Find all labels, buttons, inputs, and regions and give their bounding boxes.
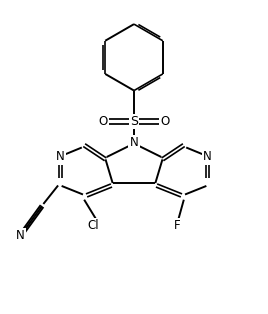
Text: O: O: [160, 115, 169, 128]
Text: N: N: [203, 150, 212, 164]
Text: N: N: [16, 229, 24, 242]
Text: O: O: [99, 115, 108, 128]
Text: S: S: [130, 115, 138, 128]
Text: N: N: [56, 150, 65, 164]
Text: Cl: Cl: [88, 219, 99, 232]
Text: F: F: [173, 219, 180, 232]
Text: N: N: [130, 136, 138, 149]
